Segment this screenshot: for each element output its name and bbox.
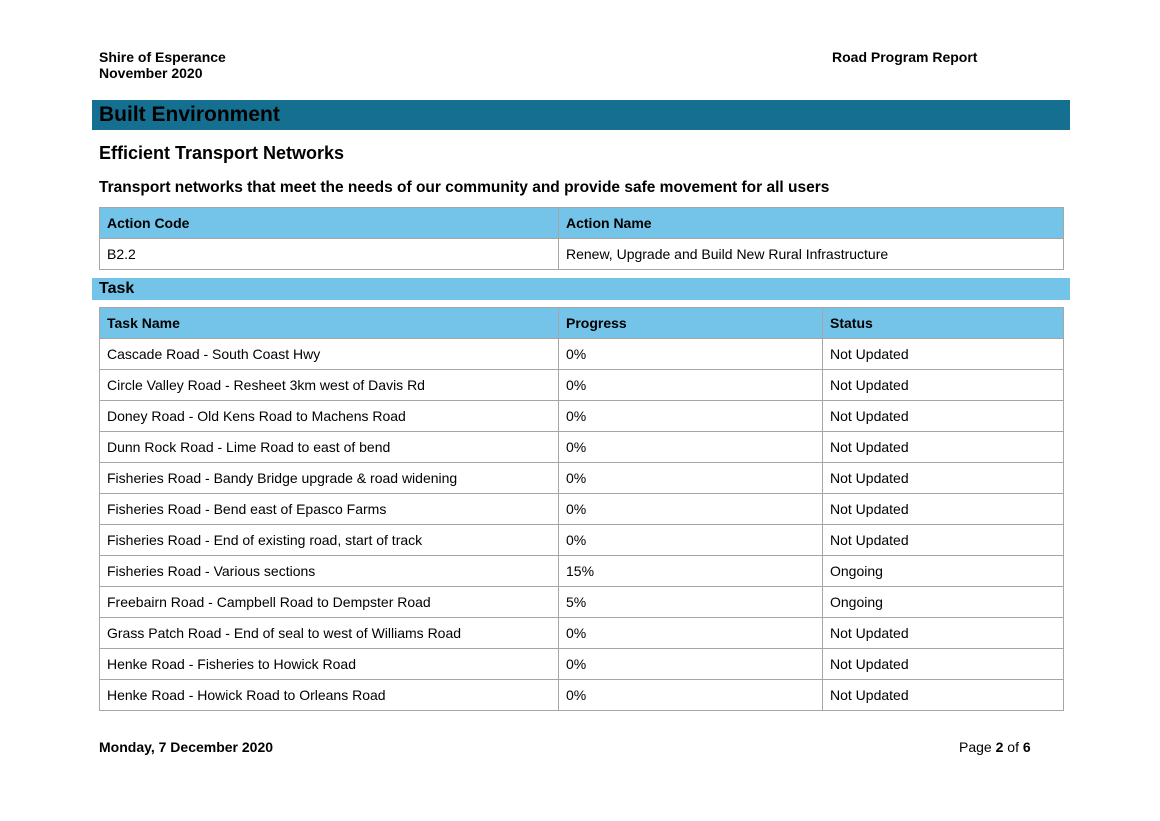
task-name-cell: Fisheries Road - Various sections xyxy=(99,555,559,587)
task-name-cell: Doney Road - Old Kens Road to Machens Ro… xyxy=(99,400,559,432)
task-section-banner: Task xyxy=(92,278,1070,300)
page-total: 6 xyxy=(1022,739,1031,755)
status-cell: Not Updated xyxy=(822,400,1064,432)
page-current: 2 xyxy=(995,739,1004,755)
action-table-header-row: Action Code Action Name xyxy=(99,207,1064,239)
task-name-cell: Grass Patch Road - End of seal to west o… xyxy=(99,617,559,649)
report-period: November 2020 xyxy=(99,65,203,81)
column-header-action-code: Action Code xyxy=(99,207,559,239)
progress-cell: 0% xyxy=(558,493,823,525)
progress-cell: 0% xyxy=(558,648,823,680)
progress-cell: 0% xyxy=(558,431,823,463)
report-header-left: Shire of Esperance November 2020 xyxy=(99,49,226,81)
task-row: Grass Patch Road - End of seal to west o… xyxy=(99,617,1064,649)
task-row: Dunn Rock Road - Lime Road to east of be… xyxy=(99,431,1064,463)
progress-cell: 0% xyxy=(558,617,823,649)
status-cell: Ongoing xyxy=(822,555,1064,587)
organisation-name: Shire of Esperance xyxy=(99,49,226,65)
task-name-cell: Cascade Road - South Coast Hwy xyxy=(99,338,559,370)
goal-title: Efficient Transport Networks xyxy=(99,143,345,163)
task-table-body: Cascade Road - South Coast Hwy 0% Not Upda… xyxy=(99,338,1064,711)
status-cell: Not Updated xyxy=(822,617,1064,649)
status-cell: Not Updated xyxy=(822,524,1064,556)
page-of: of xyxy=(1003,739,1023,755)
task-row: Circle Valley Road - Resheet 3km west of… xyxy=(99,369,1064,401)
task-row: Henke Road - Howick Road to Orleans Road… xyxy=(99,679,1064,711)
status-cell: Not Updated xyxy=(822,462,1064,494)
progress-cell: 15% xyxy=(558,555,823,587)
task-name-cell: Henke Road - Fisheries to Howick Road xyxy=(99,648,559,680)
task-row: Fisheries Road - Bandy Bridge upgrade & … xyxy=(99,462,1064,494)
progress-cell: 0% xyxy=(558,679,823,711)
status-cell: Not Updated xyxy=(822,493,1064,525)
report-title: Road Program Report xyxy=(832,49,978,65)
section-title: Built Environment xyxy=(99,103,280,126)
action-code-cell: B2.2 xyxy=(99,238,559,270)
task-section-title: Task xyxy=(99,280,135,297)
action-table: Action Code Action Name B2.2 Renew, Upgr… xyxy=(99,207,1064,270)
column-header-status: Status xyxy=(822,307,1064,339)
task-row: Henke Road - Fisheries to Howick Road 0% N… xyxy=(99,648,1064,680)
task-name-cell: Circle Valley Road - Resheet 3km west of… xyxy=(99,369,559,401)
progress-cell: 5% xyxy=(558,586,823,618)
progress-cell: 0% xyxy=(558,524,823,556)
status-cell: Not Updated xyxy=(822,648,1064,680)
task-row: Fisheries Road - Bend east of Epasco Far… xyxy=(99,493,1064,525)
task-row: Freebairn Road - Campbell Road to Dempst… xyxy=(99,586,1064,618)
action-table-row: B2.2 Renew, Upgrade and Build New Rural … xyxy=(99,238,1064,270)
status-cell: Not Updated xyxy=(822,369,1064,401)
column-header-task-name: Task Name xyxy=(99,307,559,339)
section-banner: Built Environment xyxy=(92,100,1070,130)
progress-cell: 0% xyxy=(558,369,823,401)
task-row: Fisheries Road - Various sections 15% Ongo… xyxy=(99,555,1064,587)
page-prefix: Page xyxy=(959,739,996,755)
status-cell: Not Updated xyxy=(822,431,1064,463)
task-name-cell: Henke Road - Howick Road to Orleans Road xyxy=(99,679,559,711)
progress-cell: 0% xyxy=(558,338,823,370)
task-table: Task Name Progress Status Cascade Road -… xyxy=(99,307,1064,711)
column-header-action-name: Action Name xyxy=(558,207,1064,239)
goal-description: Transport networks that meet the needs o… xyxy=(99,179,830,196)
column-header-progress: Progress xyxy=(558,307,823,339)
task-name-cell: Dunn Rock Road - Lime Road to east of be… xyxy=(99,431,559,463)
task-row: Cascade Road - South Coast Hwy 0% Not Upda… xyxy=(99,338,1064,370)
report-date: Monday, 7 December 2020 xyxy=(99,739,274,755)
status-cell: Not Updated xyxy=(822,679,1064,711)
status-cell: Not Updated xyxy=(822,338,1064,370)
task-row: Fisheries Road - End of existing road, s… xyxy=(99,524,1064,556)
task-row: Doney Road - Old Kens Road to Machens Ro… xyxy=(99,400,1064,432)
task-name-cell: Fisheries Road - End of existing road, s… xyxy=(99,524,559,556)
page-number: Page 2 of 6 xyxy=(959,739,1031,755)
status-cell: Ongoing xyxy=(822,586,1064,618)
task-name-cell: Freebairn Road - Campbell Road to Dempst… xyxy=(99,586,559,618)
action-name-cell: Renew, Upgrade and Build New Rural Infra… xyxy=(558,238,1064,270)
progress-cell: 0% xyxy=(558,462,823,494)
task-name-cell: Fisheries Road - Bend east of Epasco Far… xyxy=(99,493,559,525)
task-name-cell: Fisheries Road - Bandy Bridge upgrade & … xyxy=(99,462,559,494)
task-table-header-row: Task Name Progress Status xyxy=(99,307,1064,339)
progress-cell: 0% xyxy=(558,400,823,432)
